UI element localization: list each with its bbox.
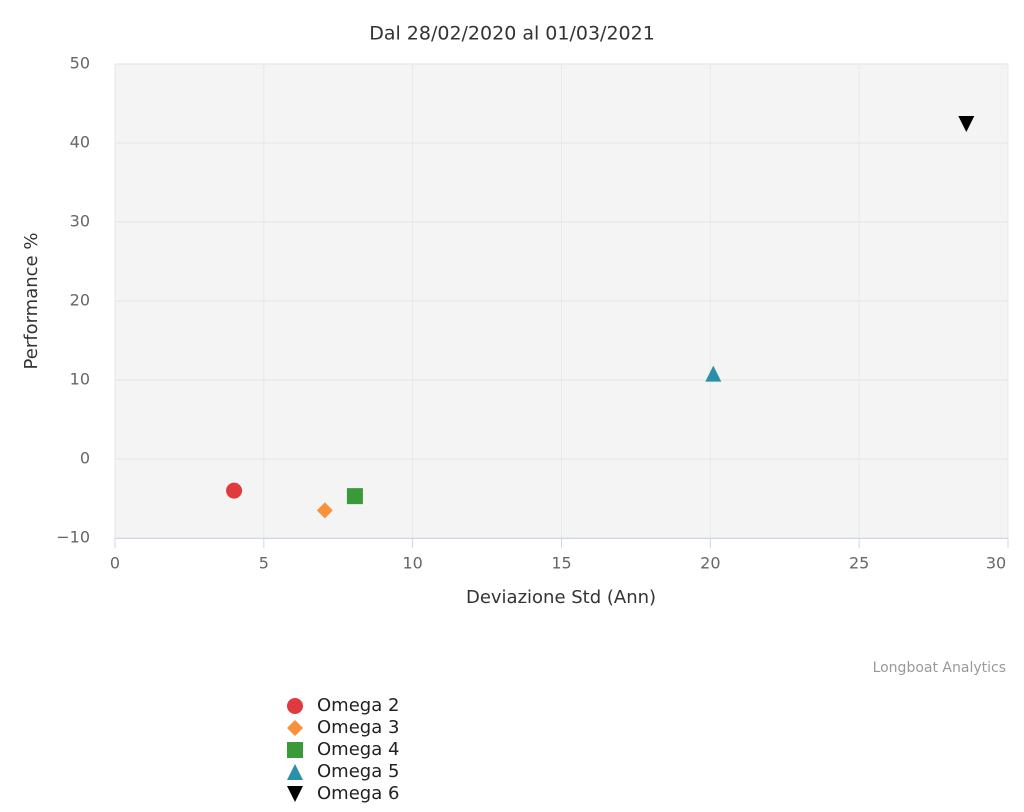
x-tick-label: 25	[849, 554, 869, 573]
chart-title: Dal 28/02/2020 al 01/03/2021	[369, 23, 655, 45]
y-tick-label: 30	[70, 212, 90, 231]
y-tick-label: 50	[70, 54, 90, 73]
legend-label: Omega 3	[317, 717, 399, 738]
y-tick-label: −10	[56, 528, 90, 547]
legend-label: Omega 5	[317, 761, 399, 782]
x-tick-label: 20	[700, 554, 720, 573]
legend-label: Omega 6	[317, 783, 399, 804]
legend-symbol	[287, 742, 303, 758]
legend-symbol	[287, 720, 303, 736]
credits: Longboat Analytics	[873, 660, 1006, 676]
data-point	[226, 482, 243, 499]
legend-label: Omega 4	[317, 739, 399, 760]
data-point	[705, 365, 722, 382]
legend-label: Omega 2	[317, 695, 399, 716]
x-tick-label: 15	[551, 554, 571, 573]
y-tick-label: 40	[70, 133, 90, 152]
x-tick-label: 30	[986, 554, 1006, 573]
data-point	[316, 502, 333, 519]
legend-symbol	[287, 698, 303, 714]
y-tick-label: 0	[80, 449, 90, 468]
legend-symbol	[287, 786, 303, 802]
x-tick-label: 0	[110, 554, 120, 573]
y-tick-label: 20	[70, 291, 90, 310]
y-tick-label: 10	[70, 370, 90, 389]
y-axis-label: Performance %	[21, 233, 42, 370]
x-tick-label: 5	[259, 554, 269, 573]
x-tick-label: 10	[402, 554, 422, 573]
data-point	[346, 488, 363, 505]
data-point	[958, 116, 975, 133]
x-axis-label: Deviazione Std (Ann)	[466, 587, 656, 608]
legend-symbol	[287, 764, 303, 780]
